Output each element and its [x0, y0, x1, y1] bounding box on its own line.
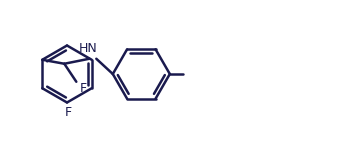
Text: HN: HN	[79, 42, 98, 55]
Text: F: F	[64, 106, 71, 120]
Text: F: F	[80, 82, 87, 95]
